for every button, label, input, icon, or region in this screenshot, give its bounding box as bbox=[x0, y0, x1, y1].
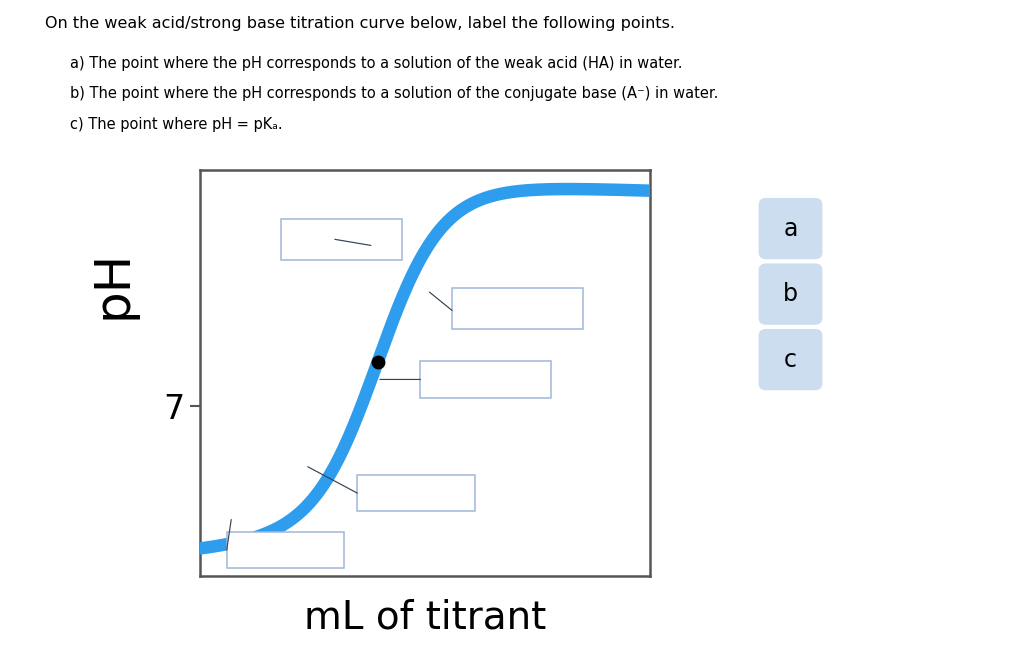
Text: b) The point where the pH corresponds to a solution of the conjugate base (A⁻) i: b) The point where the pH corresponds to… bbox=[70, 86, 718, 102]
FancyBboxPatch shape bbox=[226, 532, 344, 569]
Point bbox=[370, 356, 386, 367]
Text: c: c bbox=[784, 348, 797, 371]
Text: pH: pH bbox=[89, 250, 136, 318]
Text: On the weak acid/strong base titration curve below, label the following points.: On the weak acid/strong base titration c… bbox=[45, 16, 675, 31]
FancyBboxPatch shape bbox=[357, 475, 474, 512]
FancyBboxPatch shape bbox=[281, 219, 402, 259]
FancyBboxPatch shape bbox=[421, 361, 551, 398]
Text: a: a bbox=[783, 217, 798, 240]
FancyBboxPatch shape bbox=[759, 198, 822, 259]
FancyBboxPatch shape bbox=[759, 263, 822, 325]
Text: a) The point where the pH corresponds to a solution of the weak acid (HA) in wat: a) The point where the pH corresponds to… bbox=[70, 56, 682, 71]
Text: b: b bbox=[783, 282, 798, 306]
FancyBboxPatch shape bbox=[759, 329, 822, 390]
Text: mL of titrant: mL of titrant bbox=[304, 599, 546, 637]
FancyBboxPatch shape bbox=[452, 288, 583, 329]
Text: c) The point where pH = pKₐ.: c) The point where pH = pKₐ. bbox=[70, 117, 283, 132]
